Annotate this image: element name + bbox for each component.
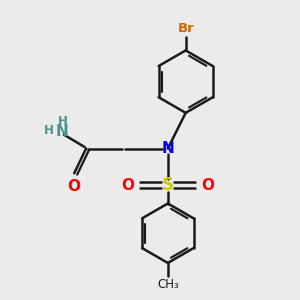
Text: H: H: [57, 115, 67, 128]
Text: O: O: [67, 178, 80, 194]
Text: S: S: [162, 176, 174, 194]
Text: O: O: [121, 178, 134, 193]
Text: O: O: [202, 178, 215, 193]
Text: CH₃: CH₃: [157, 278, 179, 291]
Text: N: N: [161, 141, 174, 156]
Text: N: N: [56, 124, 69, 139]
Text: H: H: [44, 124, 54, 137]
Text: Br: Br: [177, 22, 194, 35]
